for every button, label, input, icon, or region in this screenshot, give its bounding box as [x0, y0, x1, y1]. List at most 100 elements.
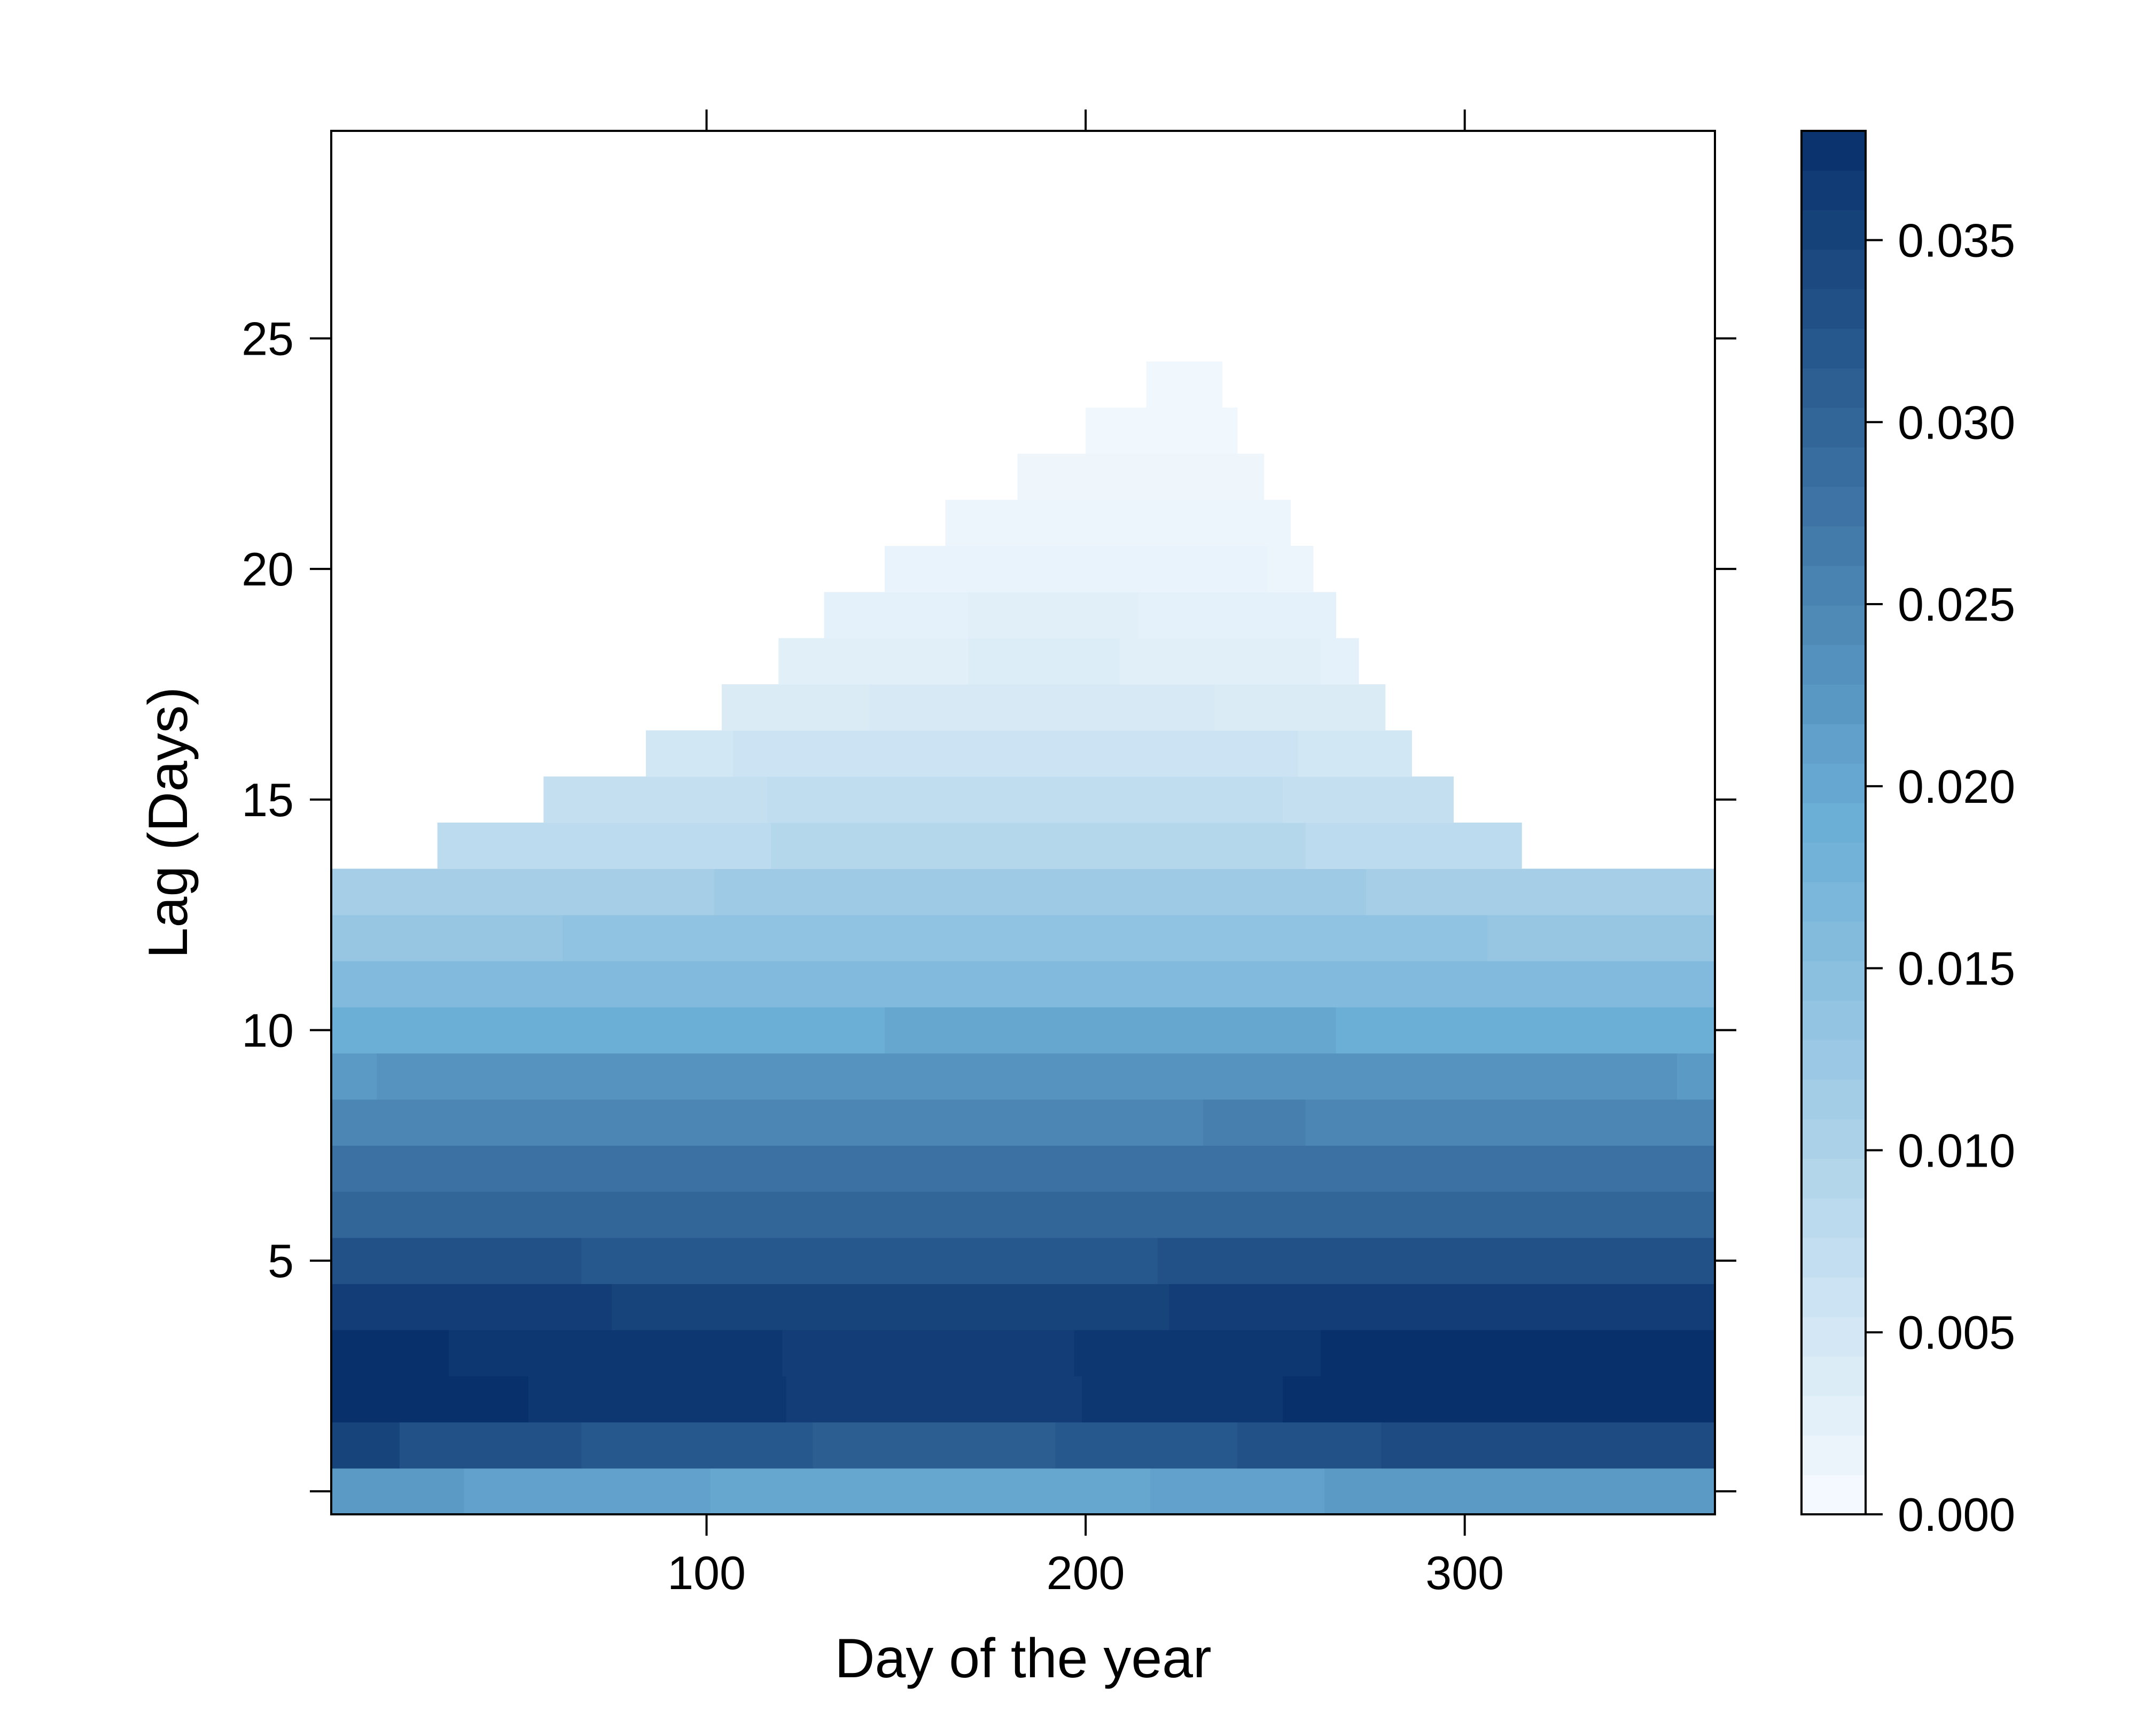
colorbar-tick-label: 0.000: [1898, 1488, 2015, 1541]
colorbar-band: [1801, 1396, 1866, 1436]
colorbar: 0.000 0.005 0.010 0.015 0.020 0.025 0.030 0.035: [1800, 130, 2015, 1541]
y-tick-label: 15: [241, 773, 294, 826]
heatmap-cell: [721, 684, 870, 731]
heatmap-cell: [331, 1468, 464, 1515]
heatmap-cell: [1150, 1468, 1325, 1515]
heatmap-cell: [1298, 730, 1412, 777]
heatmap-cell: [331, 1099, 1204, 1146]
y-tick-label: 10: [241, 1004, 294, 1057]
colorbar-band: [1801, 724, 1866, 764]
y-tick-label: 20: [241, 543, 294, 596]
heatmap-cell: [331, 1145, 1715, 1192]
heatmap-cell: [824, 592, 969, 639]
heatmap-cell: [786, 1376, 1082, 1422]
x-tick-label: 300: [1425, 1546, 1504, 1599]
heatmap-cell: [331, 1053, 377, 1100]
colorbar-band: [1801, 210, 1866, 250]
y-axis: 5 10 15 20 25: [241, 312, 1736, 1492]
colorbar-band: [1801, 1317, 1866, 1357]
heatmap-cell: [581, 1422, 813, 1469]
heatmap-cell: [562, 914, 1488, 961]
colorbar-band: [1801, 131, 1866, 171]
heatmap-cell: [1214, 684, 1386, 731]
heatmap-cell: [771, 823, 1306, 869]
heatmap-cell: [612, 1284, 1169, 1331]
heatmap-cell: [733, 730, 1299, 777]
heatmap-cell: [1677, 1053, 1715, 1100]
colorbar-tick-label: 0.010: [1898, 1124, 2015, 1177]
heatmap-cell: [1487, 914, 1715, 961]
colorbar-band: [1801, 447, 1866, 487]
colorbar-band: [1801, 1475, 1866, 1515]
heatmap-cell: [1119, 638, 1321, 685]
colorbar-band: [1801, 605, 1866, 645]
colorbar-band: [1801, 961, 1866, 1001]
heatmap-cell: [1366, 869, 1715, 916]
heatmap-cell: [1321, 638, 1359, 685]
colorbar-band: [1801, 803, 1866, 843]
heatmap-cell: [543, 776, 768, 823]
heatmap-cell: [968, 592, 1140, 639]
heatmap-cell: [767, 776, 1283, 823]
colorbar-band: [1801, 368, 1866, 408]
colorbar-band: [1801, 1238, 1866, 1278]
heatmap-cell: [1305, 1099, 1715, 1146]
heatmap-cell: [1381, 1422, 1715, 1469]
heatmap-cell: [331, 1007, 885, 1054]
colorbar-frame: [1800, 130, 1867, 1515]
colorbar-band: [1801, 921, 1866, 961]
colorbar-tick-label: 0.035: [1898, 214, 2015, 267]
colorbar-band: [1801, 1119, 1866, 1159]
heatmap-cell: [399, 1422, 582, 1469]
colorbar-band: [1801, 1080, 1866, 1120]
heatmap-cell: [714, 869, 1367, 916]
colorbar-band: [1801, 763, 1866, 803]
colorbar-band: [1801, 1435, 1866, 1475]
heatmap-cell: [1305, 823, 1522, 869]
heatmap-cell: [1336, 1007, 1715, 1054]
heatmap-cell: [1157, 1238, 1715, 1284]
heatmap-cell: [1237, 1422, 1382, 1469]
colorbar-tick-label: 0.020: [1898, 760, 2015, 813]
heatmap-cell: [448, 1330, 783, 1377]
colorbar-tick-label: 0.005: [1898, 1306, 2015, 1359]
heatmap-cell: [1055, 1422, 1238, 1469]
colorbar-tick-label: 0.015: [1898, 942, 2015, 995]
heatmap-cell: [377, 1053, 1678, 1100]
y-tick-label: 25: [241, 312, 294, 365]
colorbar-tick-label: 0.030: [1898, 396, 2015, 449]
heatmap-cell: [1283, 776, 1454, 823]
heatmap-cell: [437, 823, 771, 869]
colorbar-band: [1801, 1000, 1866, 1041]
heatmap-cell: [710, 1468, 1151, 1515]
heatmap-cell: [1086, 408, 1238, 454]
heatmap-cell: [813, 1422, 1056, 1469]
heatmap-cell: [331, 961, 1715, 1007]
x-tick-label: 100: [667, 1546, 746, 1599]
plot-frame: [330, 130, 1716, 1515]
heatmap-cell: [331, 1284, 612, 1331]
heatmap-cell: [1074, 1330, 1321, 1377]
colorbar-band: [1801, 1159, 1866, 1199]
heatmap-cell: [1324, 1468, 1715, 1515]
colorbar-band: [1801, 170, 1866, 210]
heatmap-cell: [968, 638, 1120, 685]
colorbar-band: [1801, 645, 1866, 685]
heatmap-cell: [528, 1376, 787, 1422]
x-axis-title: Day of the year: [834, 1628, 1211, 1690]
heatmap-cell: [331, 1191, 1715, 1238]
colorbar-band: [1801, 1356, 1866, 1396]
x-tick-label: 200: [1047, 1546, 1125, 1599]
heatmap-cell: [581, 1238, 1158, 1284]
heatmap-cell: [1017, 453, 1265, 501]
heatmap-cell: [869, 684, 1215, 731]
colorbar-band: [1801, 1277, 1866, 1317]
colorbar-band: [1801, 526, 1866, 566]
heatmap-cell: [331, 869, 715, 916]
heatmap-cell: [778, 638, 969, 685]
colorbar-band: [1801, 487, 1866, 527]
colorbar-band: [1801, 249, 1866, 290]
colorbar-band: [1801, 329, 1866, 369]
heatmap-cell: [1081, 1376, 1283, 1422]
